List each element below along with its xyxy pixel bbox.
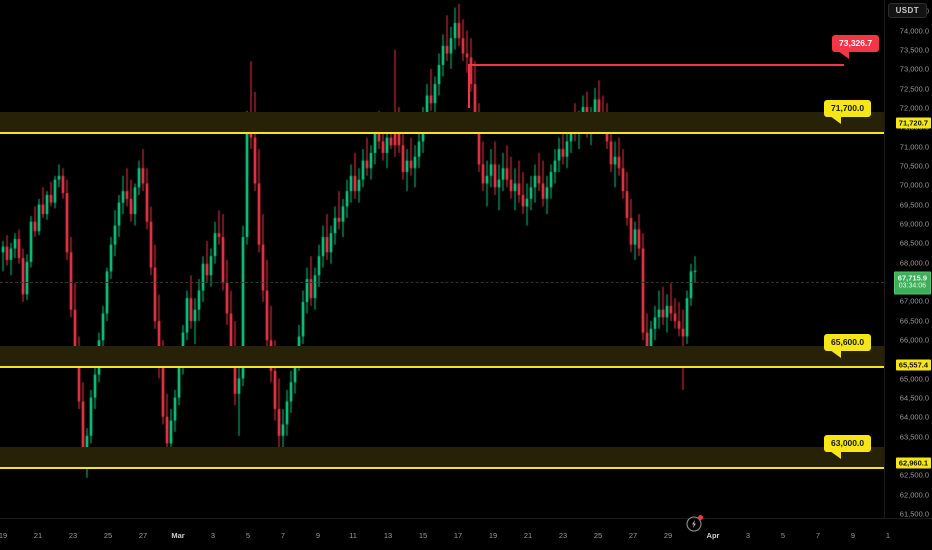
current-price-pill[interactable]: 67,715.9 03:34:06 <box>893 271 931 295</box>
target-line-vertical[interactable] <box>468 64 470 108</box>
price-level-pill[interactable]: 62,960.1 <box>895 457 931 469</box>
target-line-horizontal[interactable] <box>468 64 844 66</box>
level-line[interactable] <box>0 467 884 469</box>
time-tick: 21 <box>523 531 533 540</box>
time-tick: 5 <box>245 531 251 540</box>
price-tick: 61,500.0 <box>899 509 929 519</box>
price-tick: 69,500.0 <box>899 200 929 210</box>
candlestick-canvas[interactable] <box>0 0 884 518</box>
price-level-pill[interactable]: 65,557.4 <box>895 359 931 371</box>
level-callout-label: 63,000.0 <box>831 438 865 448</box>
level-zone-band <box>0 112 884 132</box>
time-tick: 27 <box>138 531 148 540</box>
time-tick: Mar <box>171 531 185 540</box>
time-tick: 25 <box>593 531 603 540</box>
price-tick: 72,500.0 <box>899 84 929 94</box>
price-tick: 66,500.0 <box>899 316 929 326</box>
current-price-dashed-line <box>0 282 884 283</box>
current-price-value: 67,715.9 <box>897 273 927 283</box>
price-tick: 62,000.0 <box>899 490 929 500</box>
level-callout[interactable]: 65,600.0 <box>824 334 872 358</box>
level-callout-label: 65,600.0 <box>831 337 865 347</box>
level-callout[interactable]: 71,700.0 <box>824 100 872 124</box>
time-tick: 19 <box>488 531 498 540</box>
time-tick: 9 <box>315 531 321 540</box>
callout-tail <box>830 451 841 459</box>
target-price-callout-label: 73,326.7 <box>839 38 873 48</box>
lightning-circle-icon[interactable] <box>686 515 703 532</box>
time-tick: 19 <box>0 531 8 540</box>
time-tick: 7 <box>280 531 286 540</box>
price-tick: 70,500.0 <box>899 161 929 171</box>
level-line[interactable] <box>0 366 884 368</box>
time-tick: 15 <box>418 531 428 540</box>
time-tick: 13 <box>383 531 393 540</box>
price-tick: 65,000.0 <box>899 374 929 384</box>
callout-tail <box>830 116 841 124</box>
quote-currency-badge[interactable]: USDT <box>887 3 927 18</box>
price-tick: 68,500.0 <box>899 238 929 248</box>
time-tick: 21 <box>33 531 43 540</box>
time-tick: 3 <box>745 531 751 540</box>
price-tick: 72,000.0 <box>899 103 929 113</box>
time-tick: 17 <box>453 531 463 540</box>
target-price-callout[interactable]: 73,326.7 <box>832 35 880 59</box>
price-tick: 69,000.0 <box>899 219 929 229</box>
time-tick: 23 <box>558 531 568 540</box>
time-tick: 11 <box>349 531 357 540</box>
price-tick: 67,000.0 <box>899 296 929 306</box>
time-tick: 29 <box>663 531 673 540</box>
time-tick: Apr <box>706 531 720 540</box>
price-tick: 73,500.0 <box>899 45 929 55</box>
time-tick: 27 <box>628 531 638 540</box>
price-tick: 66,000.0 <box>899 335 929 345</box>
level-zone-band <box>0 447 884 467</box>
bar-countdown: 03:34:06 <box>898 282 927 290</box>
time-axis[interactable]: 19 21 23 25 27 Mar 3 5 7 9 11 13 15 17 19 21 23 25 27 29 Apr… <box>0 518 932 550</box>
price-tick: 73,000.0 <box>899 64 929 74</box>
chart-pane[interactable] <box>0 0 884 518</box>
time-tick: 9 <box>850 531 856 540</box>
time-tick: 7 <box>815 531 821 540</box>
price-tick: 70,000.0 <box>899 180 929 190</box>
notification-dot <box>698 515 703 520</box>
price-axis[interactable]: 74,500.074,000.073,500.073,000.072,500.0… <box>884 0 932 519</box>
lightning-circle-glyph <box>686 516 702 532</box>
time-tick: 1 <box>885 531 891 540</box>
price-level-pill[interactable]: 71,720.7 <box>895 117 931 129</box>
price-tick: 64,500.0 <box>899 393 929 403</box>
price-tick: 74,000.0 <box>899 26 929 36</box>
time-tick: 25 <box>103 531 113 540</box>
price-tick: 63,500.0 <box>899 432 929 442</box>
level-line[interactable] <box>0 132 884 134</box>
time-tick: 5 <box>780 531 786 540</box>
level-callout-label: 71,700.0 <box>831 103 865 113</box>
time-tick: 3 <box>210 531 216 540</box>
price-tick: 68,000.0 <box>899 258 929 268</box>
callout-tail <box>838 51 849 59</box>
level-zone-band <box>0 346 884 366</box>
level-callout[interactable]: 63,000.0 <box>824 435 872 459</box>
price-tick: 71,000.0 <box>899 142 929 152</box>
price-tick: 64,000.0 <box>899 412 929 422</box>
callout-tail <box>830 350 841 358</box>
time-tick: 23 <box>68 531 78 540</box>
price-tick: 62,500.0 <box>899 470 929 480</box>
